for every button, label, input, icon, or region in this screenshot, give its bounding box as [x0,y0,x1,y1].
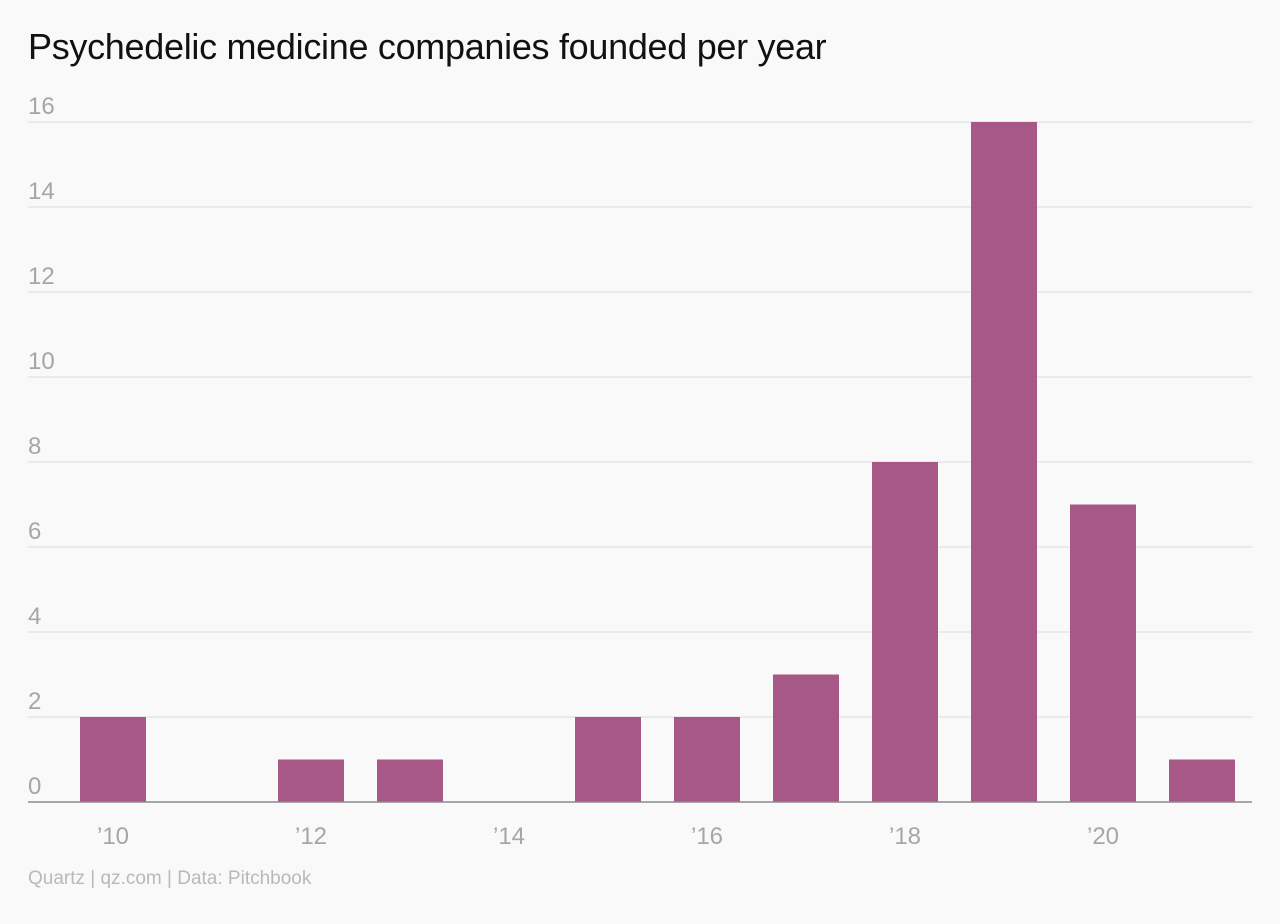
bar-2021 [1169,759,1235,802]
bar-2017 [773,674,839,802]
y-axis-ticks: 0 2 4 6 8 10 12 14 16 [28,93,55,800]
y-tick-label: 6 [28,518,41,545]
y-tick-label: 4 [28,603,41,630]
chart-title: Psychedelic medicine companies founded p… [28,26,827,67]
gridlines [28,121,1252,718]
bar-2016 [674,717,740,802]
bar-2013 [377,759,443,802]
y-tick-label: 12 [28,263,55,290]
y-tick-label: 2 [28,688,41,715]
bar-2010 [80,717,146,802]
x-tick-label: ’12 [295,823,327,850]
x-tick-label: ’18 [889,823,921,850]
x-axis-ticks: ’10 ’12 ’14 ’16 ’18 ’20 [97,823,1119,850]
bar-2018 [872,462,938,802]
x-tick-label: ’10 [97,823,129,850]
x-tick-label: ’14 [493,823,525,850]
bars [80,122,1235,802]
y-tick-label: 8 [28,433,41,460]
y-tick-label: 16 [28,93,55,120]
x-tick-label: ’16 [691,823,723,850]
bar-2020 [1070,504,1136,802]
y-tick-label: 0 [28,773,41,800]
x-tick-label: ’20 [1087,823,1119,850]
bar-2019 [971,122,1037,802]
bar-2015 [575,717,641,802]
bar-2012 [278,759,344,802]
y-tick-label: 14 [28,178,55,205]
source-note: Quartz | qz.com | Data: Pitchbook [28,868,312,889]
y-tick-label: 10 [28,348,55,375]
